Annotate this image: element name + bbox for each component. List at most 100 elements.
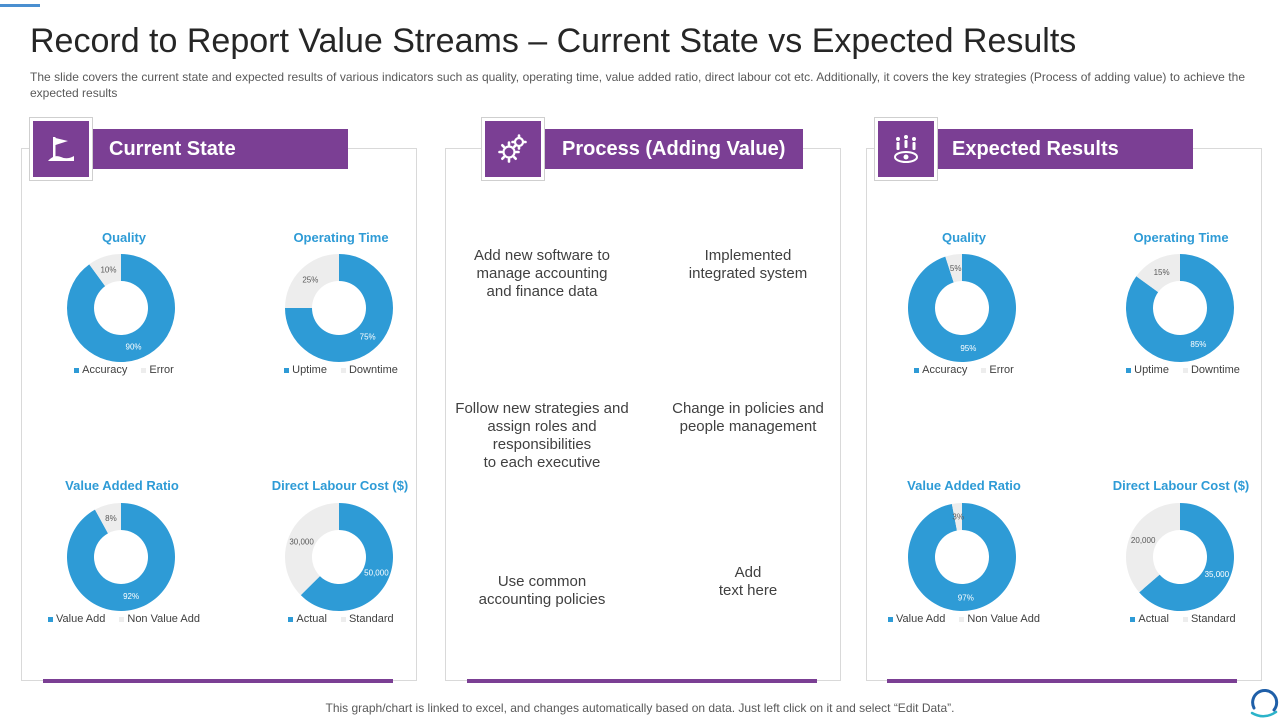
chart-title-expected-value-added-ratio: Value Added Ratio [907,478,1021,493]
legend-item: Value Add [888,613,945,625]
donut-segment-actual[interactable] [300,503,393,611]
donut-segment-uptime[interactable] [1126,254,1234,362]
legend-current-value-added-ratio: Value Add Non Value Add [24,613,224,625]
chart-title-expected-operating-time: Operating Time [1133,230,1229,245]
process-item-6: Add text here [718,564,778,599]
chart-title-current-operating-time: Operating Time [293,230,389,245]
legend-label: Uptime [1134,364,1169,376]
chart-title-expected-quality: Quality [941,230,987,245]
donut-value-label: 50,000 [364,568,389,577]
donut-value-label: 90% [126,343,142,352]
chart-title-current-direct-labour-cost: Direct Labour Cost ($) [271,478,409,493]
current-state-heading: Current State [91,129,348,169]
legend-label: Value Add [56,613,106,625]
legend-label: Downtime [1190,364,1240,376]
legend-item: Standard [1182,613,1236,625]
donut-value-label: 25% [302,275,318,284]
legend-current-quality: Accuracy Error [24,364,224,376]
donut-expected-direct-labour-cost[interactable]: 35,000 20,000 [1125,502,1235,612]
legend-label: Standard [348,613,394,625]
legend-item: Value Add [48,613,105,625]
donut-segment-standard[interactable] [1126,503,1180,593]
legend-expected-direct-labour-cost: Actual Standard [1083,613,1280,625]
donut-segment-uptime[interactable] [285,254,393,362]
legend-item: Error [981,364,1014,376]
expected-results-underline [887,679,1237,683]
legend-current-operating-time: Uptime Downtime [241,364,441,376]
process-item-3: Follow new strategies and assign roles a… [455,400,629,471]
process-underline [467,679,817,683]
chart-title-current-value-added-ratio: Value Added Ratio [65,478,179,493]
donut-value-label: 3% [952,513,964,522]
donut-expected-operating-time[interactable]: 85% 15% [1125,253,1235,363]
legend-expected-operating-time: Uptime Downtime [1083,364,1280,376]
legend-current-direct-labour-cost: Actual Standard [241,613,441,625]
legend-item: Actual [288,613,327,625]
donut-segment-downtime[interactable] [285,254,339,308]
legend-label: Error [149,364,174,376]
donut-segment-non-value-add[interactable] [951,503,962,531]
process-item-4: Change in policies and people management [672,400,824,435]
expected-results-heading: Expected Results [934,129,1193,169]
process-panel [445,148,841,681]
donut-segment-error[interactable] [945,254,962,283]
donut-segment-accuracy[interactable] [908,254,1016,362]
current-state-underline [43,679,393,683]
donut-value-label: 97% [958,593,974,602]
chart-title-current-quality: Quality [101,230,147,245]
donut-value-label: 35,000 [1205,570,1230,579]
donut-value-label: 95% [960,344,976,353]
legend-label: Accuracy [82,364,128,376]
page-title: Record to Report Value Streams – Current… [30,22,1077,60]
legend-item: Uptime [284,364,327,376]
legend-label: Actual [1138,613,1169,625]
donut-segment-actual[interactable] [1139,503,1234,611]
donut-segment-value-add[interactable] [66,503,175,611]
flag-icon [48,137,74,161]
donut-segment-error[interactable] [89,254,121,287]
brand-logo-icon [1250,689,1279,718]
donut-segment-value-add[interactable] [908,503,1016,611]
donut-expected-value-added-ratio[interactable]: 97% 3% [907,502,1017,612]
donut-value-label: 5% [950,264,962,273]
legend-expected-quality: Accuracy Error [864,364,1064,376]
gears-icon [498,134,527,163]
donut-value-label: 75% [360,333,376,342]
legend-item: Uptime [1126,364,1169,376]
page-subtitle: The slide covers the current state and e… [30,70,1245,100]
target-group-icon [894,135,918,163]
current-state-icon-box [29,117,93,181]
donut-current-operating-time[interactable]: 75% 25% [284,253,394,363]
legend-item: Downtime [340,364,398,376]
legend-item: Error [141,364,174,376]
legend-label: Accuracy [922,364,968,376]
donut-current-quality[interactable]: 90% 10% [66,253,176,363]
donut-segment-accuracy[interactable] [67,254,175,362]
donut-value-label: 15% [1154,268,1170,277]
legend-item: Downtime [1182,364,1240,376]
process-item-5: Use common accounting policies [478,573,606,608]
top-accent-bar [0,4,40,7]
legend-label: Non Value Add [127,613,200,625]
donut-segment-non-value-add[interactable] [94,503,121,534]
donut-value-label: 30,000 [289,538,314,547]
legend-expected-value-added-ratio: Value Add Non Value Add [864,613,1064,625]
legend-item: Accuracy [74,364,127,376]
legend-label: Standard [1190,613,1236,625]
legend-item: Actual [1130,613,1169,625]
process-heading: Process (Adding Value) [544,129,803,169]
donut-expected-quality[interactable]: 95% 5% [907,253,1017,363]
footer-note: This graph/chart is linked to excel, and… [325,701,955,715]
donut-current-direct-labour-cost[interactable]: 50,000 30,000 [284,502,394,612]
expected-results-icon-box [874,117,938,181]
legend-label: Error [989,364,1014,376]
process-item-2: Implemented integrated system [688,247,808,282]
donut-current-value-added-ratio[interactable]: 92% 8% [66,502,176,612]
donut-segment-downtime[interactable] [1136,254,1180,293]
legend-label: Downtime [348,364,398,376]
legend-label: Uptime [292,364,327,376]
legend-item: Standard [340,613,394,625]
donut-value-label: 10% [100,265,116,274]
donut-segment-standard[interactable] [285,503,339,596]
chart-title-expected-direct-labour-cost: Direct Labour Cost ($) [1112,478,1250,493]
